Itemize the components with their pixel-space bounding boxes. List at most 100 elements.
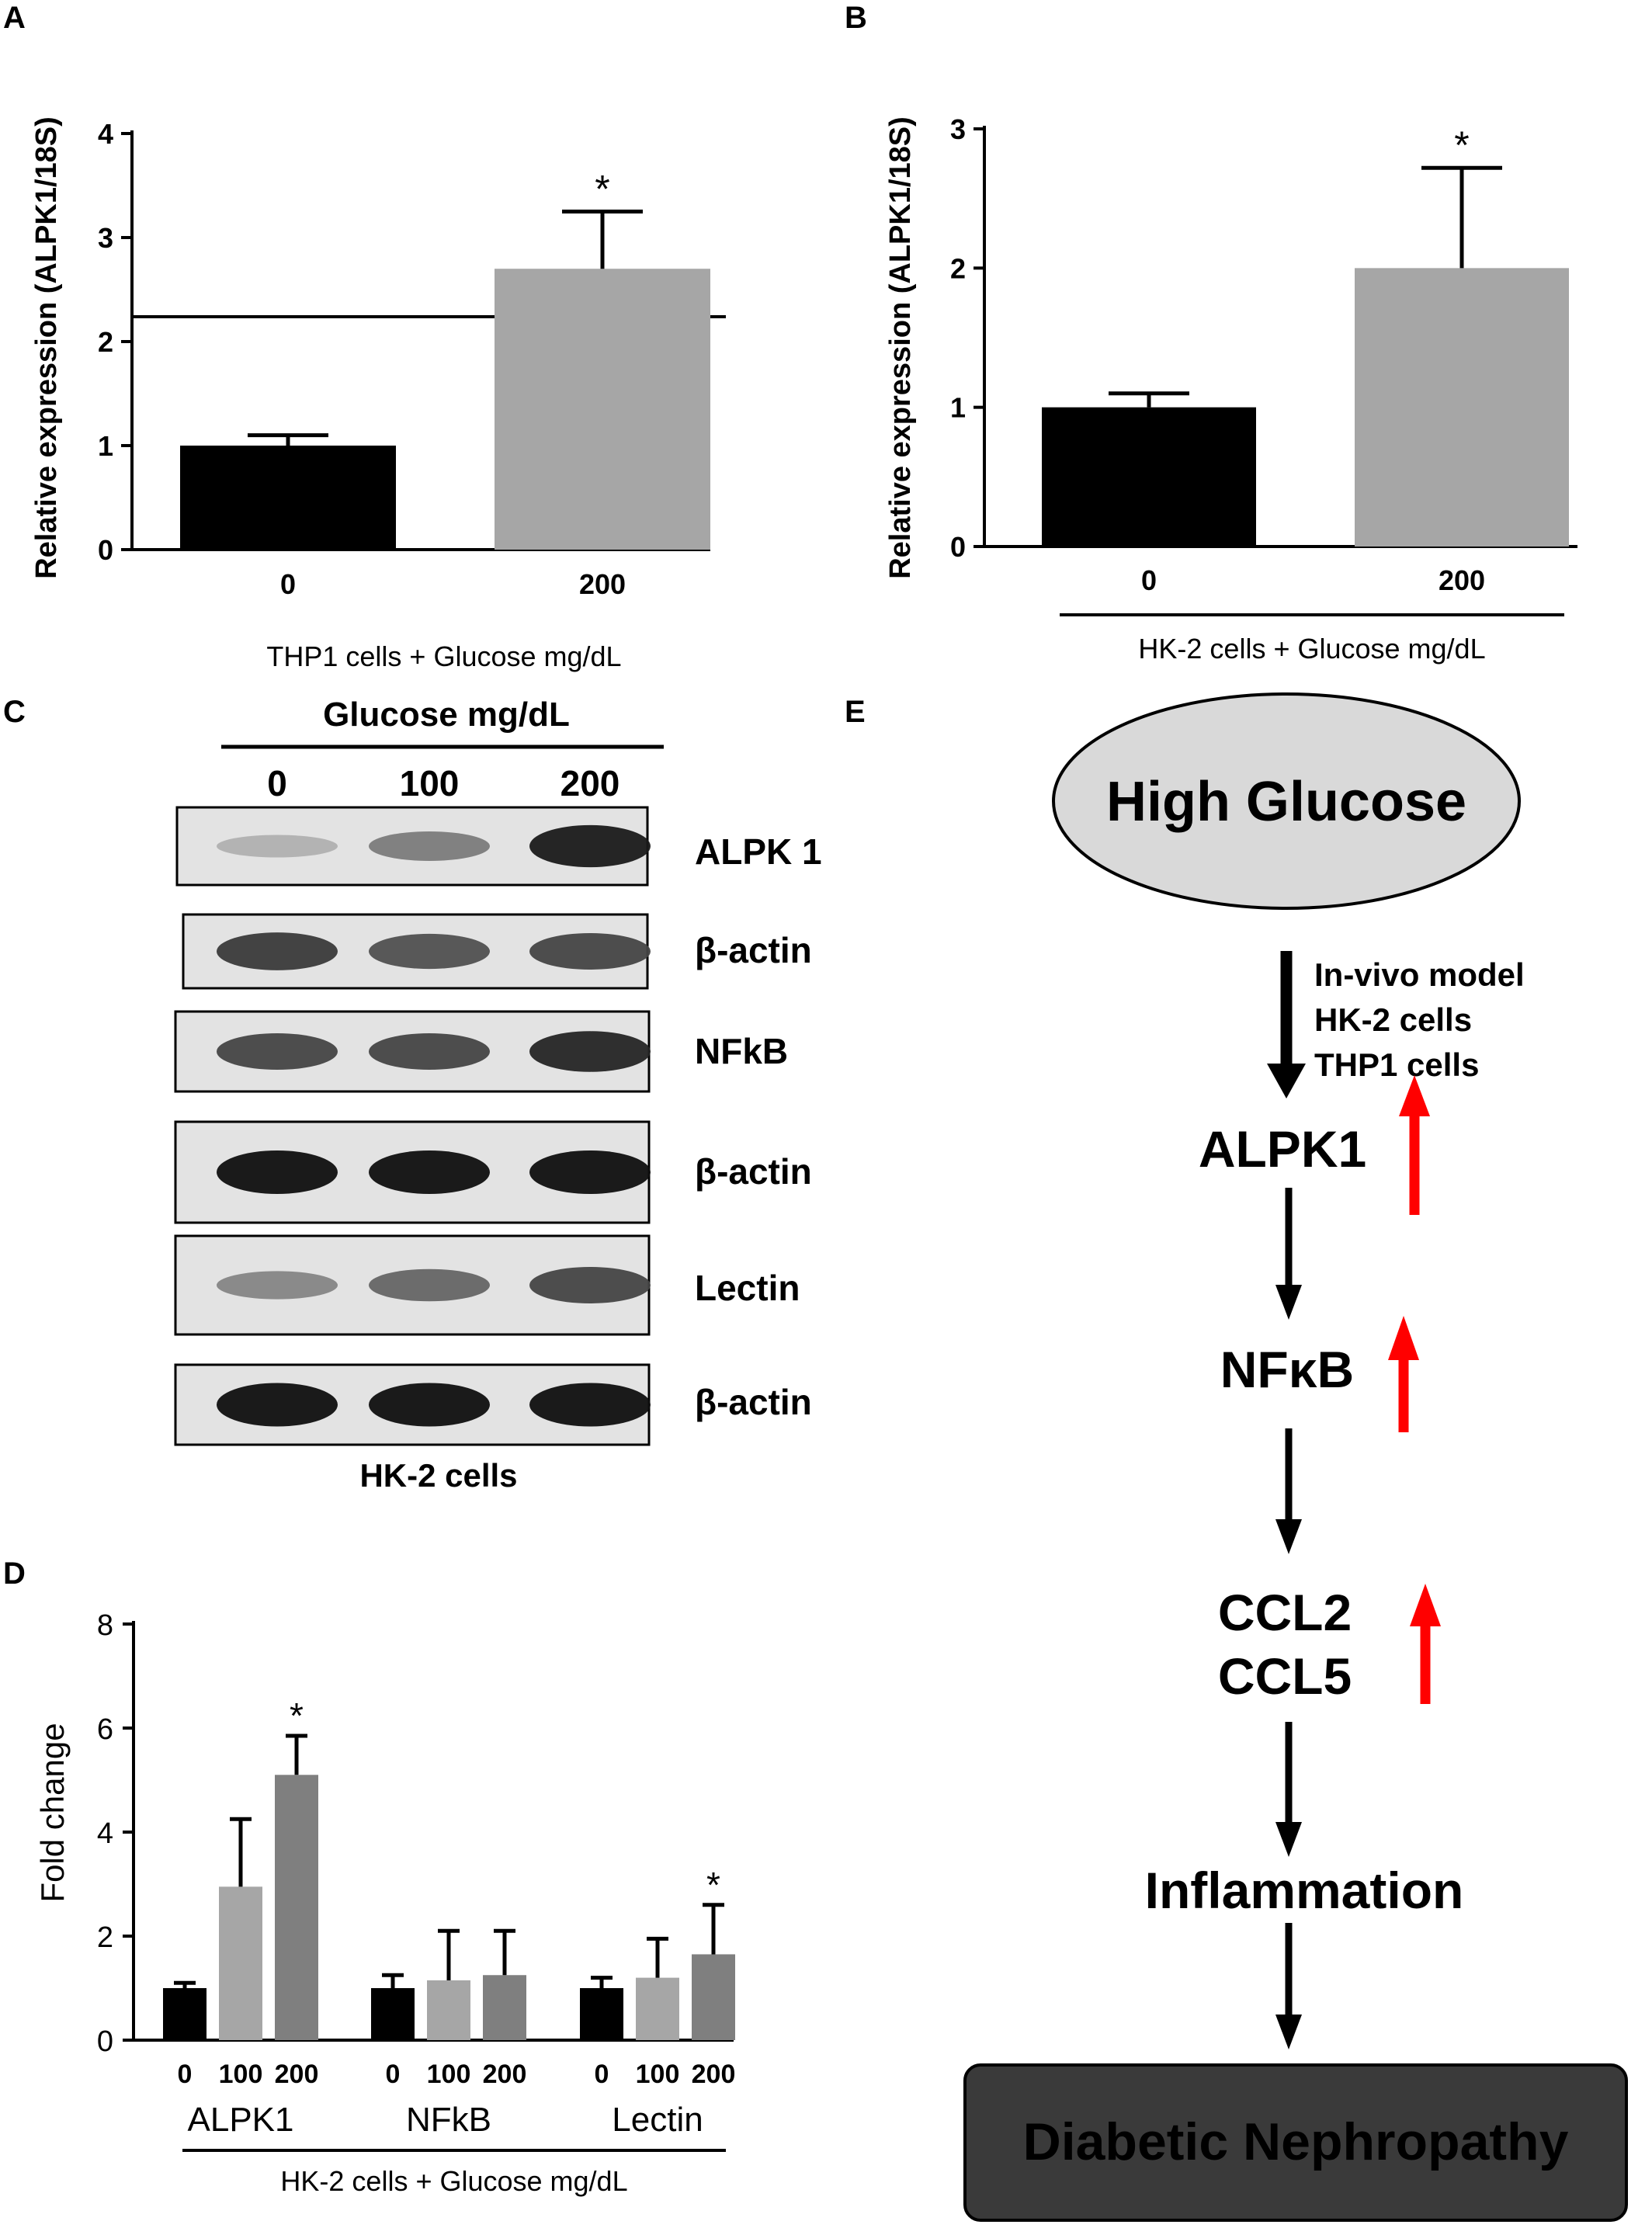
chart-d-bar-nfkb-100 bbox=[427, 1980, 470, 2040]
chart-d-bar-lectin-200 bbox=[692, 1954, 735, 2040]
pathway-diagram: High Glucose In-vivo model HK-2 cells TH… bbox=[963, 692, 1628, 2222]
diabetic-nephropathy-node bbox=[963, 2063, 1628, 2222]
blot-band bbox=[529, 1031, 651, 1072]
chart-b-category-0: 0 bbox=[1141, 564, 1157, 596]
panel-label-a: A bbox=[3, 1, 26, 35]
blot-band bbox=[217, 835, 338, 858]
chart-a-significance-star: * bbox=[595, 168, 609, 211]
blot-footer: HK-2 cells bbox=[359, 1457, 517, 1494]
high-glucose-label: High Glucose bbox=[1106, 771, 1466, 833]
blot-lane-label-100: 100 bbox=[400, 763, 460, 803]
up-arrow-nfkb bbox=[1388, 1316, 1419, 1432]
evidence-line-1: In-vivo model bbox=[1314, 956, 1525, 993]
blot-band bbox=[529, 1267, 651, 1303]
blot-band bbox=[529, 1150, 651, 1194]
chart-d: Fold change HK-2 cells + Glucose mg/dL 0… bbox=[34, 1609, 735, 2197]
chart-a-ylabel: Relative expression (ALPK1/18S) bbox=[30, 116, 63, 579]
blot-row-label: β-actin bbox=[695, 1382, 812, 1422]
blot-row-2: NFkB bbox=[174, 1010, 788, 1093]
chart-b-category-200: 200 bbox=[1439, 564, 1485, 596]
blot-band bbox=[529, 1383, 651, 1427]
blot-band bbox=[369, 831, 490, 861]
chart-d-ytick-label: 6 bbox=[97, 1713, 113, 1746]
chart-b-ylabel: Relative expression (ALPK1/18S) bbox=[884, 116, 917, 579]
evidence-line-2: HK-2 cells bbox=[1314, 1001, 1472, 1038]
chart-b-bar-0 bbox=[1042, 407, 1256, 547]
blot-band bbox=[369, 1383, 490, 1427]
arrow-head-glucose bbox=[1267, 1064, 1306, 1098]
chart-b-ytick-label: 2 bbox=[950, 252, 966, 284]
chart-d-bar-alpk1-200 bbox=[275, 1775, 318, 2040]
panel-label-c: C bbox=[3, 695, 26, 729]
blot-band bbox=[217, 1033, 338, 1070]
blot-band bbox=[369, 933, 490, 970]
chart-a-xlabel: THP1 cells + Glucose mg/dL bbox=[266, 640, 621, 672]
chart-b-ytick-label: 3 bbox=[950, 113, 966, 145]
blot-row-label: NFkB bbox=[695, 1031, 788, 1071]
high-glucose-node bbox=[1052, 692, 1521, 910]
blot-row-4: Lectin bbox=[174, 1234, 800, 1336]
blot-row-3: β-actin bbox=[174, 1120, 812, 1224]
blot-band bbox=[369, 1033, 490, 1070]
chart-d-significance-star: * bbox=[290, 1695, 304, 1736]
chart-b-ytick-label: 0 bbox=[950, 531, 966, 563]
ccl2-node: CCL2 bbox=[1218, 1584, 1352, 1641]
chart-d-bar-alpk1-100 bbox=[219, 1886, 262, 2040]
blot-lane-label-0: 0 bbox=[267, 763, 287, 803]
chart-d-bar-lectin-0 bbox=[580, 1988, 623, 2040]
chart-a: Relative expression (ALPK1/18S) THP1 cel… bbox=[30, 116, 726, 672]
chart-b-bar-200 bbox=[1355, 268, 1569, 547]
chart-b-ytick-label: 1 bbox=[950, 392, 966, 424]
evidence-line-3: THP1 cells bbox=[1314, 1046, 1479, 1083]
arrow-inflammation-nephropathy bbox=[1275, 1923, 1302, 2049]
chart-a-category-0: 0 bbox=[280, 568, 296, 600]
arrow-alpk1-nfkb bbox=[1275, 1188, 1302, 1320]
chart-d-category-label: 0 bbox=[386, 2060, 401, 2089]
chart-d-group-label-lectin: Lectin bbox=[612, 2101, 703, 2139]
panel-label-e: E bbox=[845, 695, 866, 729]
blot-band bbox=[529, 933, 651, 970]
chart-a-ytick-label: 1 bbox=[98, 430, 113, 462]
up-arrow-alpk1 bbox=[1399, 1075, 1430, 1215]
ccl5-node: CCL5 bbox=[1218, 1647, 1352, 1705]
blot-row-label: Lectin bbox=[695, 1268, 800, 1308]
blot-band bbox=[369, 1150, 490, 1194]
chart-d-category-label: 200 bbox=[275, 2060, 319, 2089]
arrow-nfkb-ccl bbox=[1275, 1428, 1302, 1554]
chart-d-category-label: 100 bbox=[636, 2060, 680, 2089]
chart-a-ytick-label: 2 bbox=[98, 326, 113, 358]
blot-band bbox=[529, 824, 651, 868]
blot-row-label: β-actin bbox=[695, 1151, 812, 1192]
chart-d-category-label: 0 bbox=[595, 2060, 609, 2089]
up-arrow-ccl bbox=[1410, 1584, 1441, 1704]
chart-d-bar-alpk1-0 bbox=[163, 1988, 206, 2040]
blot-band bbox=[369, 1268, 490, 1302]
blot-row-label: ALPK 1 bbox=[695, 831, 822, 872]
western-blot: Glucose mg/dL 0 100 200 ALPK 1 β-actin NFkB β… bbox=[174, 696, 822, 1494]
blot-row-label: β-actin bbox=[695, 930, 812, 970]
chart-d-category-label: 200 bbox=[692, 2060, 736, 2089]
diabetic-nephropathy-label: Diabetic Nephropathy bbox=[1023, 2112, 1569, 2171]
chart-a-bar-200 bbox=[495, 269, 710, 550]
chart-d-ytick-label: 4 bbox=[97, 1817, 113, 1850]
panel-label-b: B bbox=[845, 1, 867, 35]
chart-d-category-label: 200 bbox=[483, 2060, 527, 2089]
alpk1-node: ALPK1 bbox=[1199, 1120, 1366, 1178]
chart-d-ytick-label: 2 bbox=[97, 1921, 113, 1954]
blot-band bbox=[217, 1150, 338, 1194]
chart-d-significance-star: * bbox=[706, 1865, 720, 1905]
blot-band bbox=[217, 1271, 338, 1300]
blot-lane-label-200: 200 bbox=[560, 763, 620, 803]
chart-a-bar-0 bbox=[180, 446, 396, 550]
chart-d-ytick-label: 8 bbox=[97, 1609, 113, 1642]
panel-label-d: D bbox=[3, 1556, 26, 1591]
blot-row-5: β-actin bbox=[174, 1363, 812, 1446]
chart-a-ytick-label: 4 bbox=[98, 118, 113, 150]
chart-d-bar-lectin-100 bbox=[636, 1977, 679, 2040]
chart-d-bar-nfkb-0 bbox=[371, 1988, 415, 2040]
chart-a-ytick-label: 0 bbox=[98, 534, 113, 566]
chart-d-category-label: 100 bbox=[427, 2060, 471, 2089]
inflammation-node: Inflammation bbox=[1145, 1862, 1464, 1919]
chart-b-significance-star: * bbox=[1454, 123, 1469, 167]
